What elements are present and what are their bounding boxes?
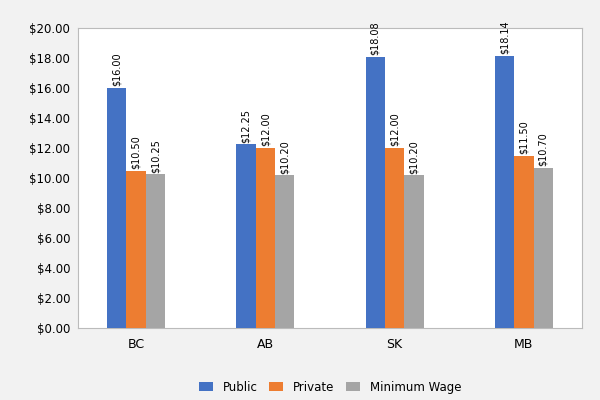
Bar [127,170,146,328]
Bar [514,156,533,328]
Legend: Public, Private, Minimum Wage: Public, Private, Minimum Wage [194,376,466,398]
Bar [256,148,275,328]
Text: $10.50: $10.50 [131,135,141,169]
Text: $18.14: $18.14 [499,21,509,54]
Text: $11.50: $11.50 [519,120,529,154]
Text: $12.00: $12.00 [389,113,400,146]
Bar [495,56,514,328]
Text: $10.70: $10.70 [538,132,548,166]
Text: $18.08: $18.08 [370,22,380,55]
Bar [404,175,424,328]
Bar [365,57,385,328]
Text: $10.20: $10.20 [409,140,419,174]
Bar [107,88,127,328]
Text: $10.25: $10.25 [151,139,161,173]
Bar [533,168,553,328]
Text: $10.20: $10.20 [280,140,290,174]
Bar [236,144,256,328]
Bar [275,175,295,328]
Text: $16.00: $16.00 [112,53,122,86]
Bar [146,174,165,328]
Text: $12.00: $12.00 [260,113,271,146]
Text: $12.25: $12.25 [241,109,251,143]
Bar [385,148,404,328]
